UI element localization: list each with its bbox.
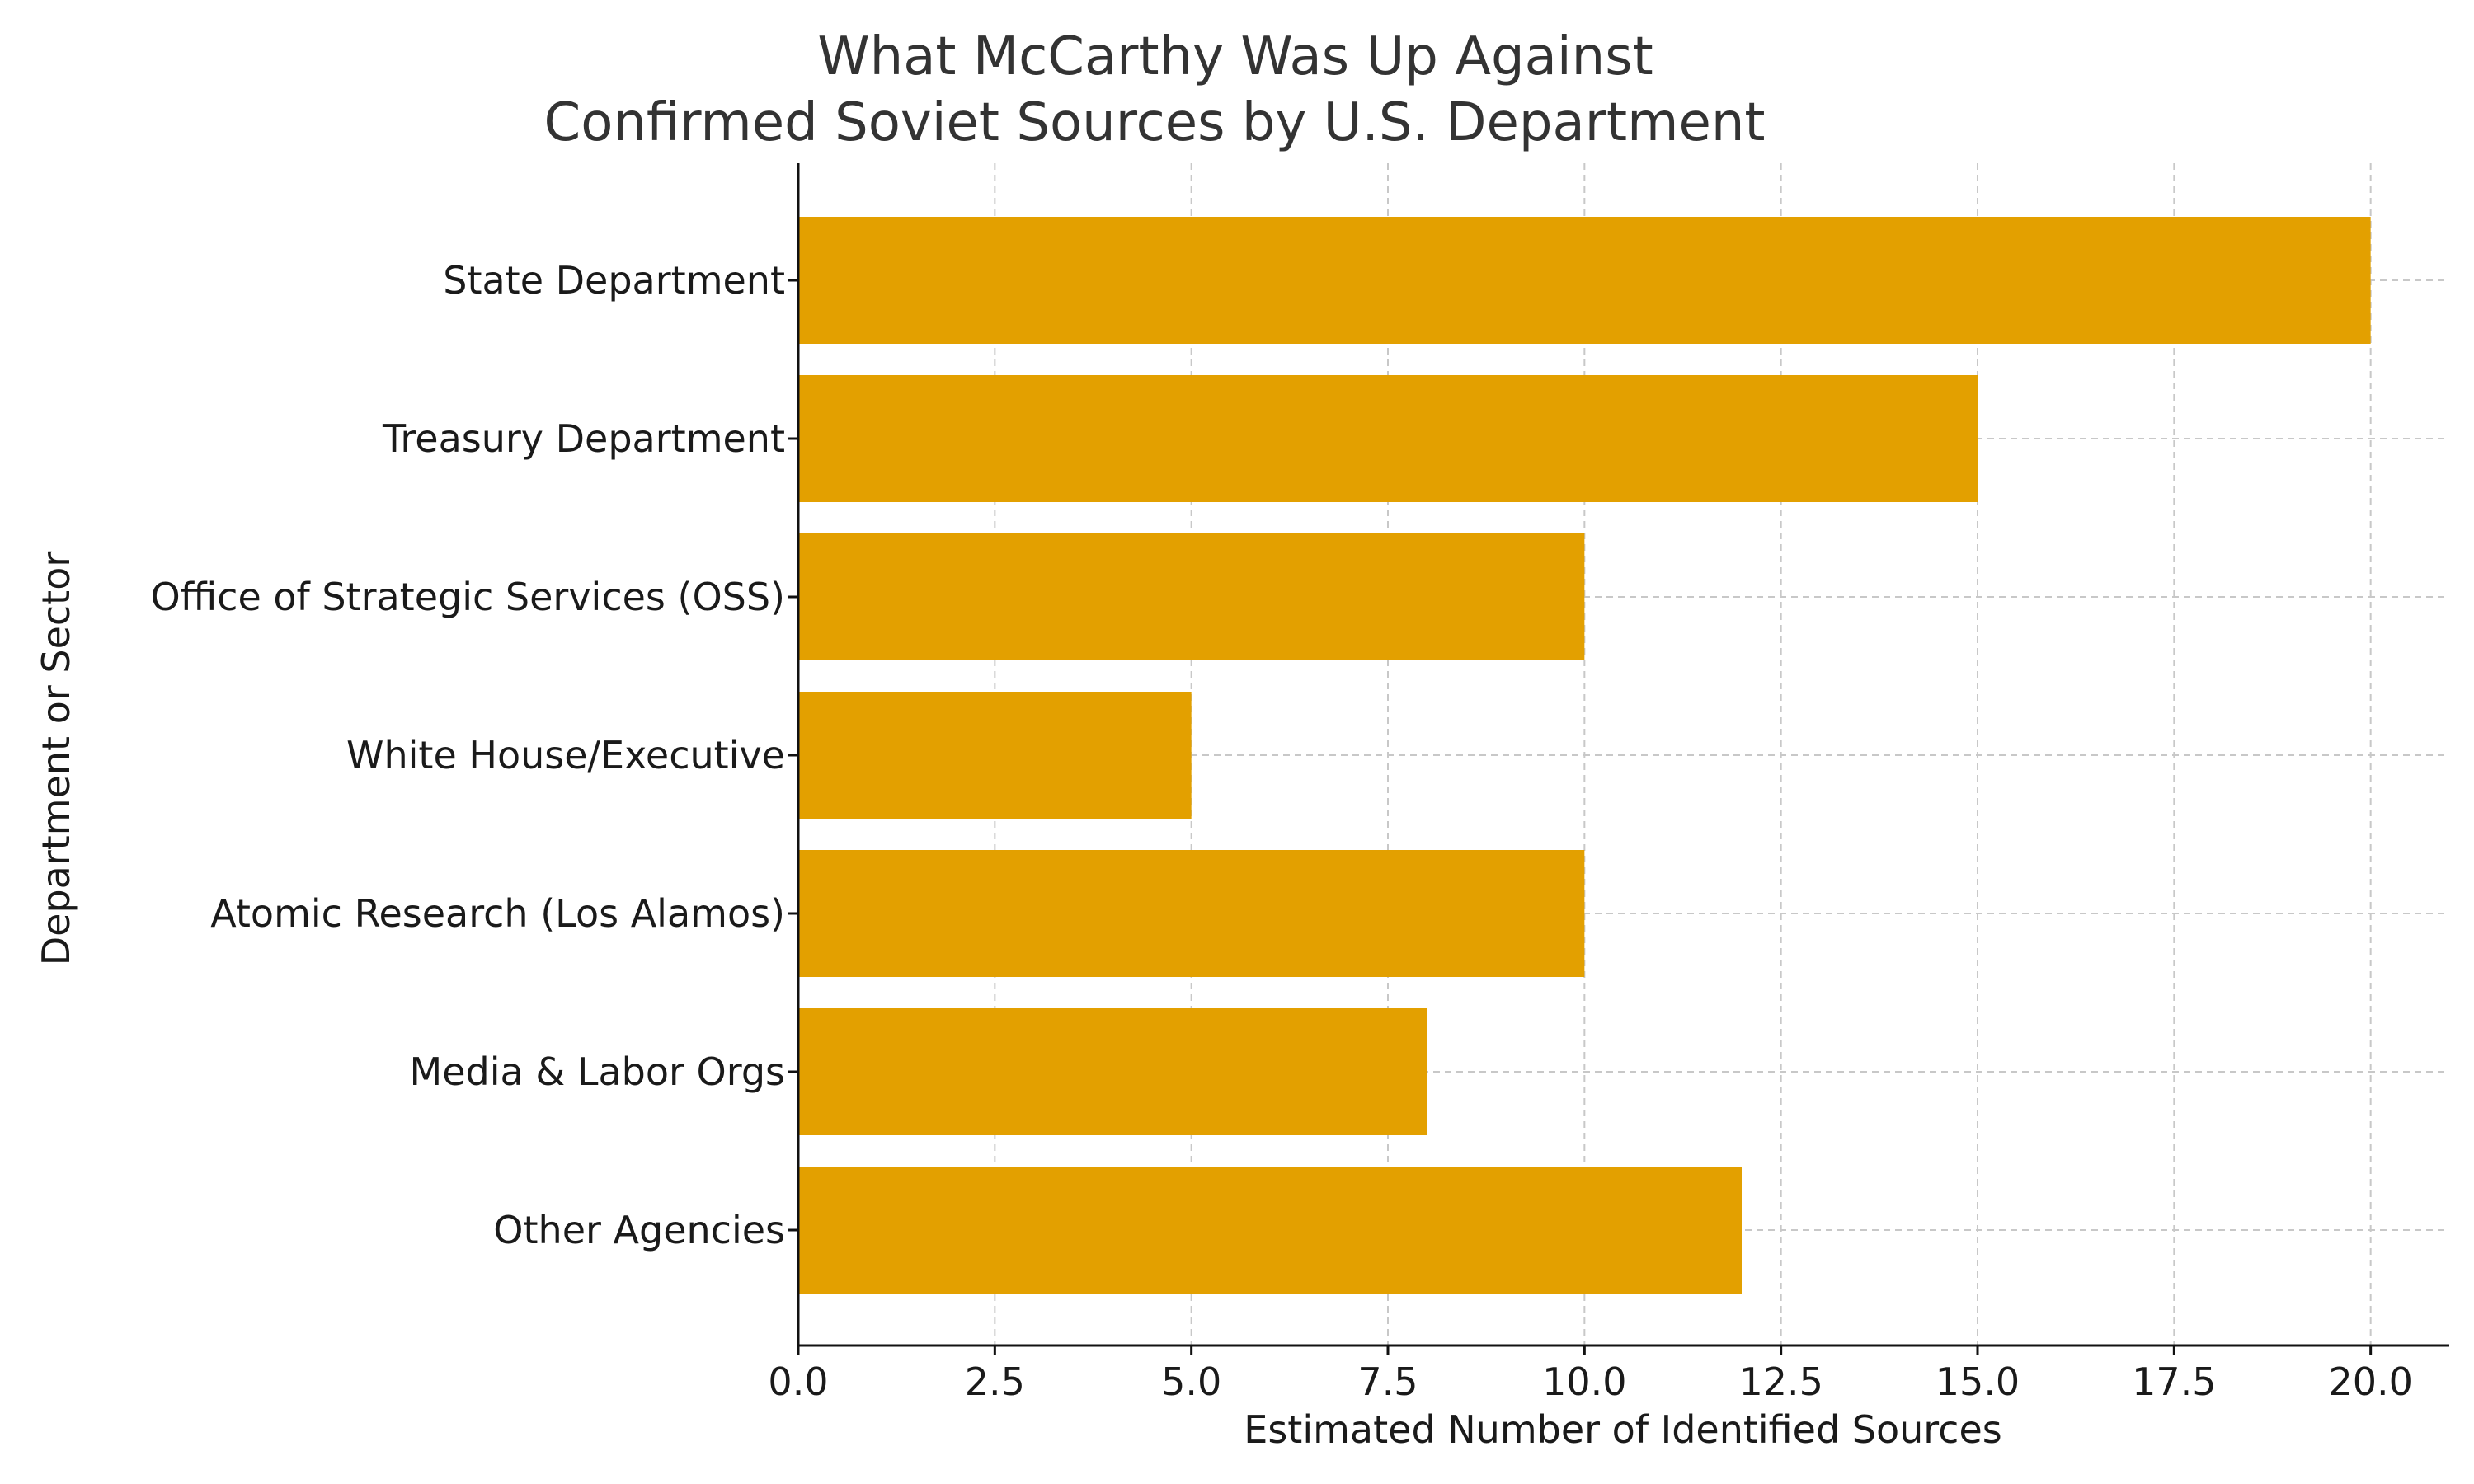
- x-tick-label: 5.0: [1161, 1360, 1221, 1404]
- y-tick-label: Media & Labor Orgs: [410, 1050, 785, 1094]
- bar: [798, 217, 2371, 344]
- y-tick-label: State Department: [443, 258, 785, 303]
- bar: [798, 1167, 1742, 1294]
- x-tick-label: 2.5: [965, 1360, 1025, 1404]
- bar: [798, 850, 1585, 977]
- y-tick-label: White House/Executive: [346, 733, 785, 777]
- x-axis-label: Estimated Number of Identified Sources: [1244, 1407, 2001, 1452]
- x-tick-label: 17.5: [2132, 1360, 2216, 1404]
- y-tick-label: Atomic Research (Los Alamos): [210, 891, 785, 936]
- bar: [798, 692, 1192, 819]
- chart-title-line-2: Confirmed Soviet Sources by U.S. Departm…: [544, 92, 1766, 153]
- y-tick-label: Treasury Department: [382, 416, 785, 461]
- x-tick-label: 20.0: [2328, 1360, 2412, 1404]
- x-tick-label: 15.0: [1935, 1360, 2020, 1404]
- x-tick-label: 0.0: [768, 1360, 828, 1404]
- axes: 0.0 2.5 5.0 7.5 10.0 12.5 15.0 17.5 20.0 State De…: [150, 163, 2449, 1404]
- bar: [798, 1008, 1427, 1135]
- x-tick-label: 7.5: [1357, 1360, 1418, 1404]
- y-axis-label: Department or Sector: [34, 552, 78, 966]
- x-tick-label: 10.0: [1542, 1360, 1626, 1404]
- bar: [798, 533, 1585, 660]
- x-tick-label: 12.5: [1738, 1360, 1823, 1404]
- bars: [798, 217, 2371, 1294]
- chart-title-line-1: What McCarthy Was Up Against: [817, 26, 1653, 87]
- y-tick-label: Office of Strategic Services (OSS): [150, 575, 785, 619]
- y-tick-label: Other Agencies: [493, 1208, 785, 1252]
- bar: [798, 375, 1978, 502]
